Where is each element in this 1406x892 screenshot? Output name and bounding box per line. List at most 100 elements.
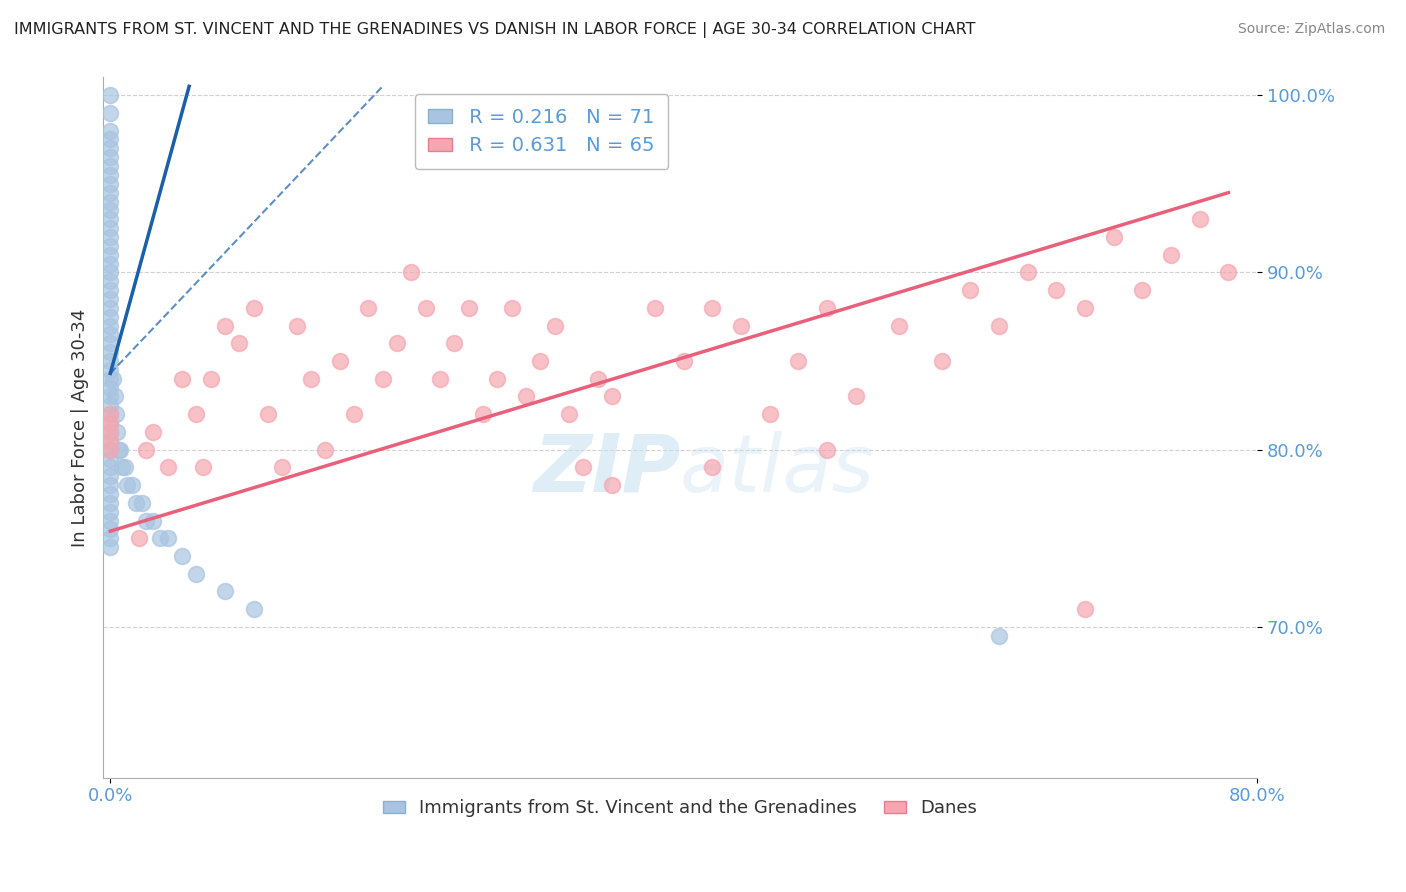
Point (214, 584, 236, 599)
Point (271, 460, 294, 475)
Point (787, 354, 810, 368)
Point (105, 407, 128, 421)
Point (98, 425, 121, 439)
Point (98, 230, 121, 244)
Point (415, 301, 437, 315)
Point (98, 327, 121, 342)
Point (98, 177, 121, 191)
Text: ZIP: ZIP (533, 431, 681, 508)
Point (98, 318, 121, 333)
Point (142, 425, 165, 439)
Point (135, 442, 157, 457)
Point (98, 425, 121, 439)
Point (98, 363, 121, 377)
Point (98, 301, 121, 315)
Point (114, 460, 136, 475)
Point (200, 372, 222, 386)
Point (98, 496, 121, 510)
Point (329, 354, 352, 368)
Point (529, 354, 551, 368)
Point (170, 549, 193, 563)
Point (170, 372, 193, 386)
Point (702, 301, 724, 315)
Point (586, 372, 609, 386)
Point (815, 301, 838, 315)
Point (242, 602, 264, 616)
Point (98, 442, 121, 457)
Point (1102, 230, 1125, 244)
Point (131, 496, 153, 510)
Point (110, 442, 132, 457)
Point (401, 265, 423, 279)
Point (98, 212, 121, 227)
Point (443, 336, 465, 351)
Point (1188, 212, 1211, 227)
Point (98, 505, 121, 519)
Point (98, 141, 121, 155)
Point (98, 407, 121, 421)
Point (149, 531, 172, 545)
Point (98, 460, 121, 475)
Point (543, 318, 565, 333)
Point (98, 442, 121, 457)
Point (193, 460, 215, 475)
Point (156, 531, 179, 545)
Point (98, 186, 121, 200)
Point (98, 381, 121, 395)
Point (125, 496, 148, 510)
Point (101, 372, 124, 386)
Y-axis label: In Labor Force | Age 30-34: In Labor Force | Age 30-34 (72, 309, 89, 547)
Point (600, 389, 623, 403)
Point (371, 372, 394, 386)
Point (98, 256, 121, 270)
Point (104, 389, 127, 403)
Point (214, 318, 236, 333)
Point (702, 460, 724, 475)
Point (98, 159, 121, 173)
Point (98, 531, 121, 545)
Point (98, 283, 121, 297)
Point (98, 265, 121, 279)
Point (98, 407, 121, 421)
Point (887, 318, 910, 333)
Point (730, 318, 752, 333)
Point (98, 248, 121, 262)
Point (135, 514, 157, 528)
Point (111, 460, 134, 475)
Point (558, 407, 581, 421)
Point (1218, 265, 1240, 279)
Point (299, 372, 322, 386)
Point (486, 372, 509, 386)
Point (600, 478, 623, 492)
Point (1160, 248, 1182, 262)
Legend: Immigrants from St. Vincent and the Grenadines, Danes: Immigrants from St. Vincent and the Gren… (375, 792, 984, 824)
Point (98, 88, 121, 103)
Point (107, 425, 129, 439)
Point (501, 301, 523, 315)
Text: IMMIGRANTS FROM ST. VINCENT AND THE GRENADINES VS DANISH IN LABOR FORCE | AGE 30: IMMIGRANTS FROM ST. VINCENT AND THE GREN… (14, 22, 976, 38)
Point (472, 407, 495, 421)
Point (98, 274, 121, 288)
Point (98, 221, 121, 235)
Point (98, 292, 121, 306)
Point (343, 407, 366, 421)
Point (98, 336, 121, 351)
Point (1074, 602, 1097, 616)
Point (515, 389, 537, 403)
Point (98, 239, 121, 253)
Point (672, 354, 695, 368)
Text: atlas: atlas (681, 431, 875, 508)
Point (98, 203, 121, 218)
Point (98, 514, 121, 528)
Point (98, 194, 121, 209)
Point (98, 372, 121, 386)
Point (98, 354, 121, 368)
Point (429, 372, 451, 386)
Point (98, 487, 121, 501)
Point (98, 416, 121, 430)
Point (98, 106, 121, 120)
Point (142, 514, 165, 528)
Point (357, 301, 380, 315)
Point (314, 442, 336, 457)
Point (758, 407, 780, 421)
